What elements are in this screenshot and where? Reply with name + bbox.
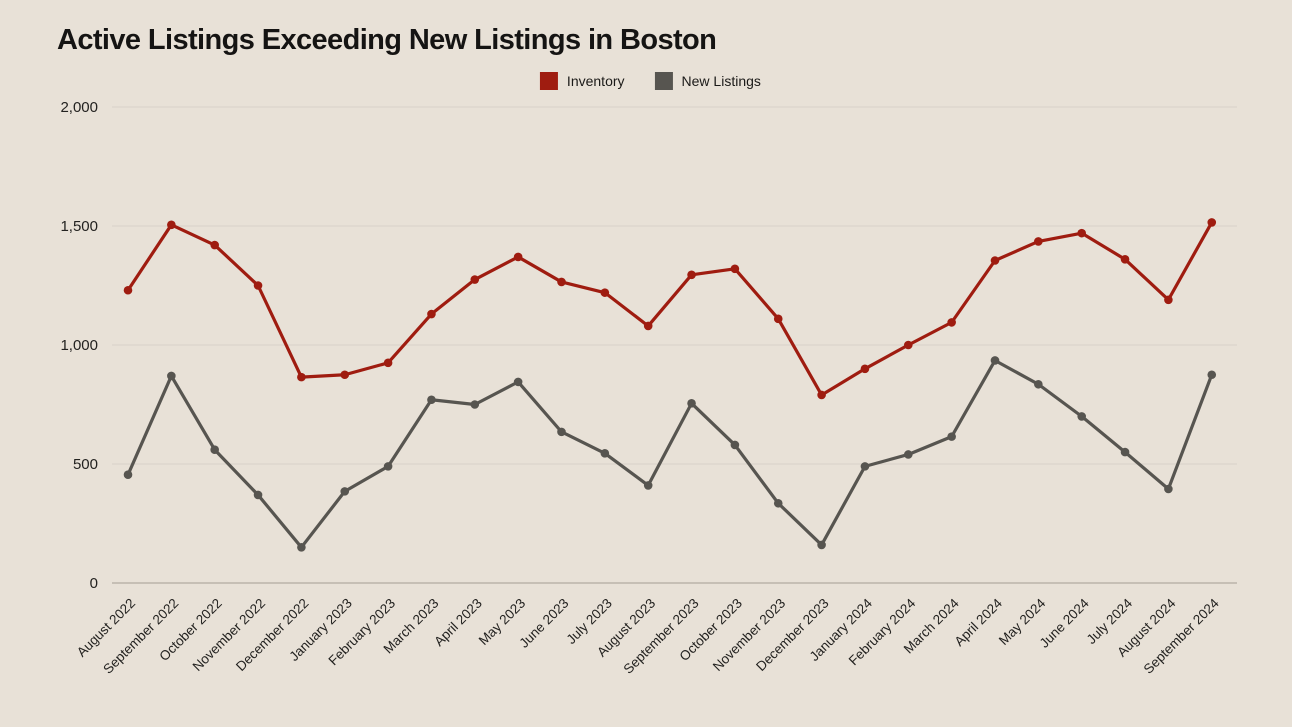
inventory-point <box>557 277 566 287</box>
inventory-point <box>860 364 870 374</box>
legend-label-new-listings: New Listings <box>681 73 761 89</box>
new-listings-point <box>947 432 956 441</box>
x-tick-label: April 2024 <box>952 595 1006 649</box>
new-listings-point <box>470 400 480 409</box>
inventory-swatch-icon <box>539 72 558 90</box>
x-tick-label: September 2024 <box>1141 595 1223 677</box>
inventory-point <box>643 321 653 331</box>
inventory-point <box>123 285 133 295</box>
new-listings-point <box>990 356 1000 365</box>
new-listings-point <box>600 448 610 458</box>
new-listings-point <box>904 450 913 459</box>
new-listings-point <box>383 462 393 471</box>
y-tick-label: 1,500 <box>60 218 98 235</box>
new-listings-point <box>1164 484 1173 494</box>
x-tick-label: April 2023 <box>431 596 485 650</box>
inventory-point <box>1207 218 1217 227</box>
inventory-point <box>1164 295 1173 305</box>
new-listings-point <box>513 377 523 387</box>
y-tick-label: 2,000 <box>60 99 98 116</box>
new-listings-point <box>123 470 133 480</box>
inventory-point <box>1034 237 1043 246</box>
x-tick-label: September 2023 <box>620 596 701 677</box>
chart-title: Active Listings Exceeding New Listings i… <box>57 24 717 56</box>
inventory-point <box>167 220 176 230</box>
inventory-point <box>1077 228 1086 238</box>
inventory-point <box>730 264 740 274</box>
inventory-point <box>383 358 393 368</box>
inventory-point <box>470 275 480 284</box>
new-listings-point <box>427 395 436 405</box>
inventory-point <box>513 252 523 262</box>
inventory-point <box>904 340 913 350</box>
inventory-point <box>1120 255 1130 264</box>
inventory-point <box>817 390 826 400</box>
new-listings-point <box>860 462 870 471</box>
new-listings-point <box>687 399 696 408</box>
inventory-point <box>210 240 219 250</box>
inventory-point <box>687 270 696 280</box>
new-listings-point <box>643 481 653 490</box>
inventory-line <box>126 220 1214 397</box>
new-listings-swatch-icon <box>654 72 673 90</box>
inventory-point <box>297 372 306 382</box>
inventory-point <box>427 309 436 319</box>
y-tick-label: 0 <box>90 575 98 592</box>
new-listings-line <box>126 358 1214 549</box>
y-tick-label: 500 <box>73 456 98 473</box>
inventory-point <box>600 288 610 297</box>
new-listings-point <box>210 445 219 455</box>
legend-item-inventory: Inventory <box>539 72 625 90</box>
inventory-point <box>253 281 263 290</box>
new-listings-point <box>297 543 306 552</box>
new-listings-point <box>817 540 826 550</box>
new-listings-point <box>1077 412 1086 421</box>
inventory-point <box>947 318 956 327</box>
new-listings-point <box>253 490 263 500</box>
new-listings-point <box>730 440 740 450</box>
new-listings-point <box>340 487 350 496</box>
chart-legend: Inventory New Listings <box>539 72 761 90</box>
legend-label-inventory: Inventory <box>566 73 625 89</box>
new-listings-point <box>1034 379 1043 389</box>
new-listings-point <box>1120 447 1130 457</box>
inventory-point <box>340 370 350 380</box>
legend-item-new-listings: New Listings <box>654 72 761 90</box>
inventory-point <box>990 256 1000 265</box>
new-listings-point <box>557 427 566 437</box>
new-listings-point <box>167 371 176 381</box>
new-listings-point <box>1207 370 1217 380</box>
y-tick-label: 1,000 <box>60 337 98 354</box>
inventory-point <box>773 314 783 324</box>
x-tick-label: September 2022 <box>100 596 181 677</box>
new-listings-point <box>773 498 783 508</box>
